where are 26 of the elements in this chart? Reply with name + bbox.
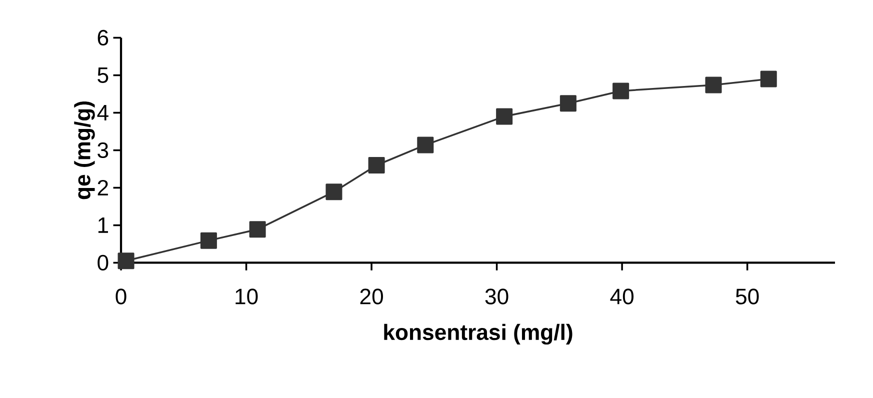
point [200,232,217,249]
x-tick-label: 0 [116,288,126,304]
y-axis-title: qe (mg/g) [74,101,95,200]
x-tick-label: 10 [236,288,258,304]
y-tick-label: 6 [98,30,108,46]
y-tick-label: 4 [97,105,108,120]
x-tick-label: 30 [485,288,508,304]
y-tick-label: 1 [98,218,108,233]
x-tick-label: 40 [610,288,634,304]
point [249,221,266,238]
point [496,108,513,125]
y-tick-label: 0 [98,254,108,271]
x-axis-title: konsentrasi (mg/l) [384,324,572,345]
x-tick-label: 50 [736,288,759,304]
point [118,252,134,270]
point [760,70,777,88]
point [368,156,385,174]
y-tick-label: 3 [98,142,108,158]
point [417,136,434,154]
y-tick-label: 5 [98,67,108,83]
y-tick-label: 2 [98,180,108,196]
point [612,82,630,100]
point [705,76,722,94]
x-tick-label: 20 [360,288,383,304]
point [560,95,576,112]
point [326,184,342,200]
